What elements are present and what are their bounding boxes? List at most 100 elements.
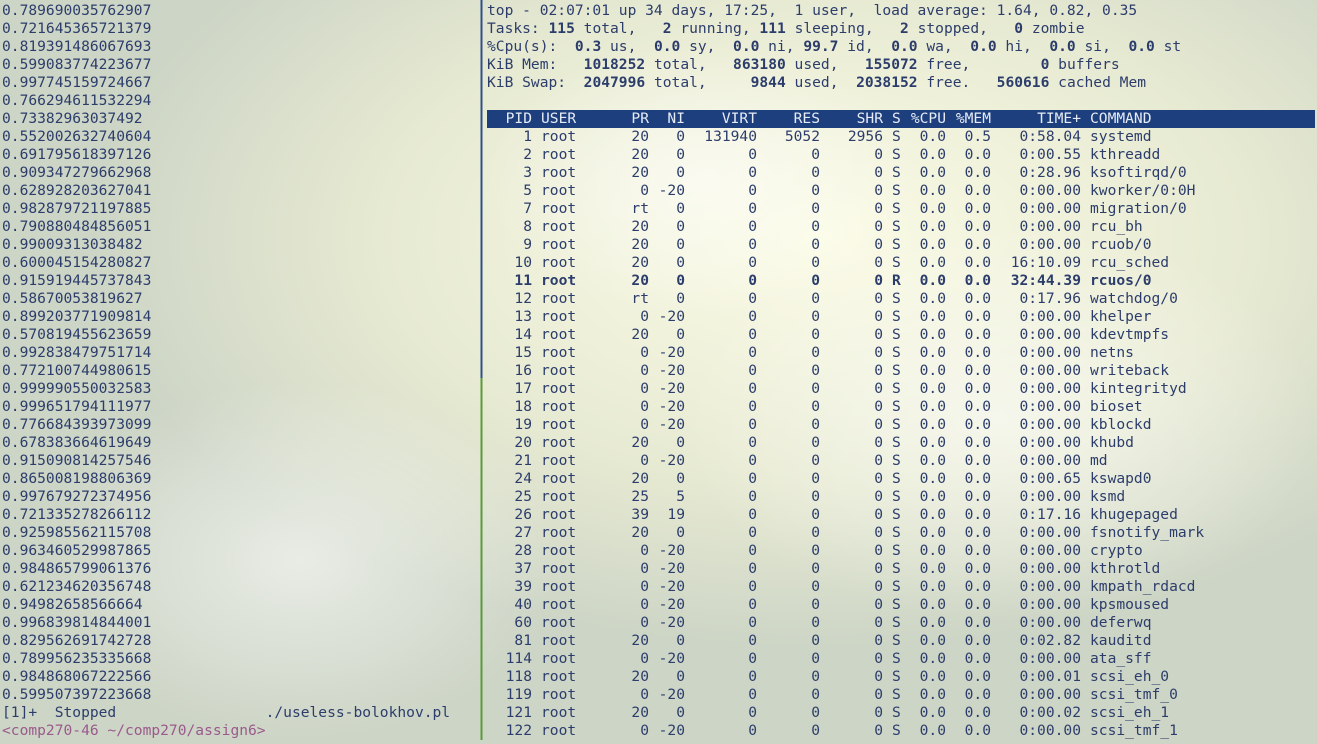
table-cell: 0 bbox=[676, 632, 685, 649]
table-cell: 0.0 bbox=[920, 416, 946, 433]
summary-segment: us, bbox=[601, 38, 654, 55]
table-cell: 0 bbox=[811, 200, 820, 217]
table-cell: 0 bbox=[676, 164, 685, 181]
column-header: %MEM bbox=[956, 110, 991, 127]
table-cell: 0.0 bbox=[920, 578, 946, 595]
table-cell: R bbox=[892, 272, 901, 289]
output-line: 0.992838479751714 bbox=[2, 344, 152, 361]
output-line: 0.996839814844001 bbox=[2, 614, 151, 631]
table-cell: 0 bbox=[811, 542, 820, 559]
table-cell: 0 bbox=[811, 218, 820, 235]
table-cell: 0:00.00 bbox=[1019, 542, 1081, 559]
table-cell: 0 bbox=[640, 182, 649, 199]
table-cell: 0 bbox=[874, 632, 883, 649]
table-cell: S bbox=[892, 416, 901, 433]
table-cell: S bbox=[892, 362, 901, 379]
table-cell: 37 bbox=[514, 560, 532, 577]
table-cell: 0 bbox=[640, 650, 649, 667]
table-cell: root bbox=[541, 488, 576, 505]
table-cell: 0 bbox=[640, 614, 649, 631]
table-cell: -20 bbox=[659, 650, 685, 667]
table-cell: 0 bbox=[676, 668, 685, 685]
table-cell: 0 bbox=[811, 650, 820, 667]
table-cell: 0.0 bbox=[920, 218, 946, 235]
table-cell: 0 bbox=[748, 488, 757, 505]
table-cell: 0.0 bbox=[965, 686, 991, 703]
table-cell: khugepaged bbox=[1090, 506, 1178, 523]
column-header: %CPU bbox=[911, 110, 946, 127]
table-cell: 20 bbox=[631, 704, 649, 721]
summary-segment: wa, bbox=[918, 38, 971, 55]
table-cell: 0 bbox=[748, 344, 757, 361]
table-cell: 0.0 bbox=[965, 200, 991, 217]
summary-segment: sy, bbox=[680, 38, 733, 55]
table-cell: -20 bbox=[659, 560, 685, 577]
table-cell: 0.0 bbox=[965, 308, 991, 325]
table-cell: S bbox=[892, 452, 901, 469]
table-cell: 0 bbox=[640, 344, 649, 361]
table-cell: 0 bbox=[676, 272, 685, 289]
table-cell: 0.0 bbox=[920, 182, 946, 199]
output-line: 0.766294611532294 bbox=[2, 92, 152, 109]
table-cell: root bbox=[541, 722, 576, 739]
table-cell: 0.0 bbox=[920, 164, 946, 181]
table-cell: 20 bbox=[631, 668, 649, 685]
table-cell: 0 bbox=[874, 236, 883, 253]
table-cell: 0.0 bbox=[965, 596, 991, 613]
cloud bbox=[680, 220, 1317, 620]
table-cell: S bbox=[892, 236, 901, 253]
table-cell: 0.0 bbox=[965, 470, 991, 487]
table-cell: 0 bbox=[874, 164, 883, 181]
table-cell: root bbox=[541, 218, 576, 235]
table-cell: kthreadd bbox=[1090, 146, 1160, 163]
table-cell: 119 bbox=[506, 686, 532, 703]
table-cell: 0 bbox=[640, 542, 649, 559]
column-header: S bbox=[892, 110, 901, 127]
table-cell: root bbox=[541, 308, 576, 325]
output-line: 0.691795618397126 bbox=[2, 146, 151, 163]
table-cell: 0 bbox=[874, 362, 883, 379]
table-cell: 0 bbox=[640, 722, 649, 739]
table-cell: root bbox=[541, 506, 576, 523]
table-cell: 0 bbox=[874, 704, 883, 721]
table-cell: 0 bbox=[676, 524, 685, 541]
table-cell: 0 bbox=[748, 380, 757, 397]
table-cell: 0 bbox=[811, 452, 820, 469]
table-cell: deferwq bbox=[1090, 614, 1152, 631]
table-cell: S bbox=[892, 344, 901, 361]
table-cell: root bbox=[541, 614, 576, 631]
table-cell: 0 bbox=[811, 236, 820, 253]
output-line: 0.94982658566664 bbox=[2, 596, 143, 613]
table-cell: 0:00.00 bbox=[1019, 434, 1081, 451]
output-line: 0.984865799061376 bbox=[2, 560, 151, 577]
table-cell: 0 bbox=[748, 326, 757, 343]
column-header: TIME+ bbox=[1037, 110, 1081, 127]
table-cell: migration/0 bbox=[1090, 200, 1187, 217]
table-cell: 0 bbox=[874, 722, 883, 739]
summary-segment: KiB Swap: bbox=[487, 74, 584, 91]
table-cell: 14 bbox=[514, 326, 532, 343]
table-cell: S bbox=[892, 164, 901, 181]
summary-segment: 99.7 bbox=[803, 38, 838, 55]
table-cell: 0 bbox=[748, 704, 757, 721]
table-cell: -20 bbox=[659, 578, 685, 595]
table-cell: 0.0 bbox=[965, 542, 991, 559]
table-cell: 0 bbox=[874, 560, 883, 577]
table-cell: 3 bbox=[523, 164, 532, 181]
table-cell: 0.0 bbox=[920, 452, 946, 469]
table-cell: 0:17.16 bbox=[1019, 506, 1081, 523]
table-cell: -20 bbox=[659, 596, 685, 613]
summary-line: %Cpu(s): 0.3 us, 0.0 sy, 0.0 ni, 99.7 id… bbox=[487, 38, 1181, 55]
summary-segment: 9844 bbox=[751, 74, 786, 91]
table-cell: 0 bbox=[811, 326, 820, 343]
table-cell: 20 bbox=[631, 218, 649, 235]
table-cell: -20 bbox=[659, 452, 685, 469]
table-cell: 0.0 bbox=[965, 236, 991, 253]
column-header: SHR bbox=[857, 110, 884, 127]
column-header: NI bbox=[667, 110, 685, 127]
table-cell: 0.0 bbox=[920, 524, 946, 541]
table-cell: 0 bbox=[748, 254, 757, 271]
table-cell: scsi_eh_0 bbox=[1090, 668, 1169, 685]
table-cell: 0:00.00 bbox=[1019, 560, 1081, 577]
table-cell: 0 bbox=[748, 200, 757, 217]
